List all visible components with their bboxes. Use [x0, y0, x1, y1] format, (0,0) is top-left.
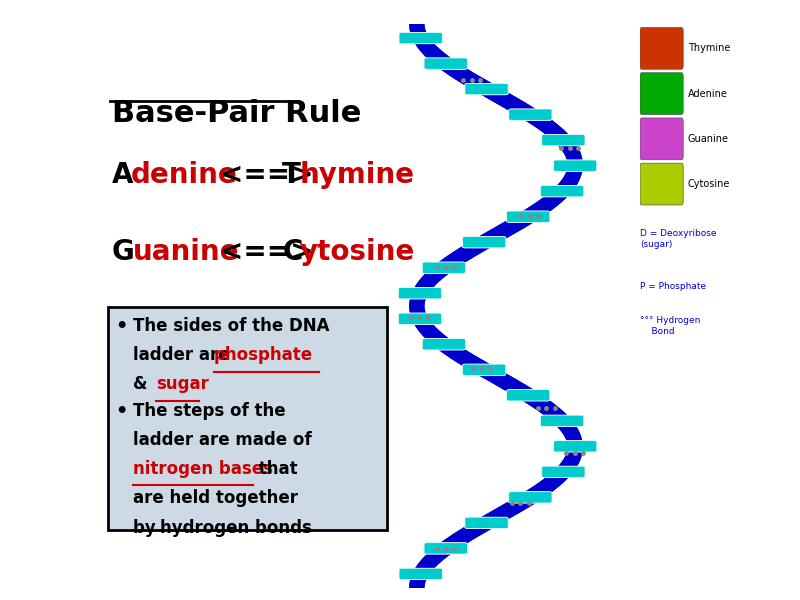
Text: P = Phosphate: P = Phosphate	[640, 281, 706, 290]
FancyBboxPatch shape	[554, 440, 597, 452]
Text: C: C	[282, 238, 302, 266]
FancyBboxPatch shape	[465, 517, 508, 529]
Text: Cytosine: Cytosine	[688, 179, 730, 189]
FancyBboxPatch shape	[640, 163, 683, 205]
FancyBboxPatch shape	[424, 58, 467, 69]
FancyBboxPatch shape	[506, 211, 550, 223]
FancyBboxPatch shape	[399, 32, 442, 44]
FancyBboxPatch shape	[541, 415, 584, 427]
FancyBboxPatch shape	[462, 364, 506, 376]
Text: hydrogen bonds: hydrogen bonds	[160, 518, 311, 536]
FancyBboxPatch shape	[422, 338, 466, 350]
FancyBboxPatch shape	[422, 338, 466, 350]
Text: are held together: are held together	[133, 490, 298, 508]
FancyBboxPatch shape	[542, 134, 585, 146]
FancyBboxPatch shape	[465, 517, 508, 529]
FancyBboxPatch shape	[509, 492, 552, 503]
FancyBboxPatch shape	[398, 313, 442, 325]
Text: denine: denine	[131, 161, 238, 188]
Text: <==>: <==>	[220, 161, 314, 188]
FancyBboxPatch shape	[422, 262, 466, 274]
Text: Thymine: Thymine	[688, 43, 730, 53]
FancyBboxPatch shape	[554, 160, 597, 172]
FancyBboxPatch shape	[554, 160, 597, 172]
FancyBboxPatch shape	[509, 492, 552, 503]
FancyBboxPatch shape	[108, 307, 386, 530]
Text: that: that	[254, 460, 298, 478]
FancyBboxPatch shape	[399, 568, 442, 580]
Text: ytosine: ytosine	[300, 238, 415, 266]
Text: T: T	[282, 161, 301, 188]
Text: •: •	[115, 401, 128, 421]
FancyBboxPatch shape	[509, 109, 552, 120]
FancyBboxPatch shape	[424, 58, 467, 69]
FancyBboxPatch shape	[465, 83, 508, 95]
Text: <==>: <==>	[220, 238, 314, 266]
Text: sugar: sugar	[156, 376, 209, 394]
Text: hymine: hymine	[300, 161, 415, 188]
FancyBboxPatch shape	[399, 32, 442, 44]
Text: ladder are made of: ladder are made of	[133, 431, 311, 449]
Text: Adenine: Adenine	[688, 89, 728, 98]
Text: ladder are: ladder are	[133, 346, 235, 364]
FancyBboxPatch shape	[462, 364, 506, 376]
FancyBboxPatch shape	[541, 185, 584, 197]
FancyBboxPatch shape	[542, 466, 585, 478]
FancyBboxPatch shape	[506, 211, 550, 223]
FancyBboxPatch shape	[541, 415, 584, 427]
FancyBboxPatch shape	[398, 287, 442, 299]
Text: by: by	[133, 518, 161, 536]
FancyBboxPatch shape	[542, 134, 585, 146]
Text: &: &	[133, 376, 153, 394]
FancyBboxPatch shape	[462, 236, 506, 248]
FancyBboxPatch shape	[398, 313, 442, 325]
FancyBboxPatch shape	[640, 73, 683, 115]
FancyBboxPatch shape	[640, 118, 683, 160]
Text: °°° Hydrogen
    Bond: °°° Hydrogen Bond	[640, 316, 700, 336]
FancyBboxPatch shape	[462, 236, 506, 248]
Text: •: •	[115, 317, 128, 336]
FancyBboxPatch shape	[554, 440, 597, 452]
FancyBboxPatch shape	[424, 543, 467, 554]
FancyBboxPatch shape	[509, 109, 552, 120]
FancyBboxPatch shape	[506, 389, 550, 401]
Text: nitrogen bases: nitrogen bases	[133, 460, 273, 478]
Text: phosphate: phosphate	[214, 346, 313, 364]
Text: uanine: uanine	[133, 238, 239, 266]
Text: Base-Pair Rule: Base-Pair Rule	[112, 99, 361, 128]
Text: The steps of the: The steps of the	[133, 401, 285, 419]
Text: A: A	[112, 161, 133, 188]
FancyBboxPatch shape	[399, 568, 442, 580]
FancyBboxPatch shape	[422, 262, 466, 274]
Text: G: G	[112, 238, 134, 266]
FancyBboxPatch shape	[506, 389, 550, 401]
FancyBboxPatch shape	[542, 466, 585, 478]
FancyBboxPatch shape	[541, 185, 584, 197]
FancyBboxPatch shape	[640, 28, 683, 69]
FancyBboxPatch shape	[465, 83, 508, 95]
Text: Guanine: Guanine	[688, 134, 729, 144]
FancyBboxPatch shape	[398, 287, 442, 299]
Text: D = Deoxyribose
(sugar): D = Deoxyribose (sugar)	[640, 229, 717, 249]
Text: The sides of the DNA: The sides of the DNA	[133, 317, 329, 335]
FancyBboxPatch shape	[424, 543, 467, 554]
